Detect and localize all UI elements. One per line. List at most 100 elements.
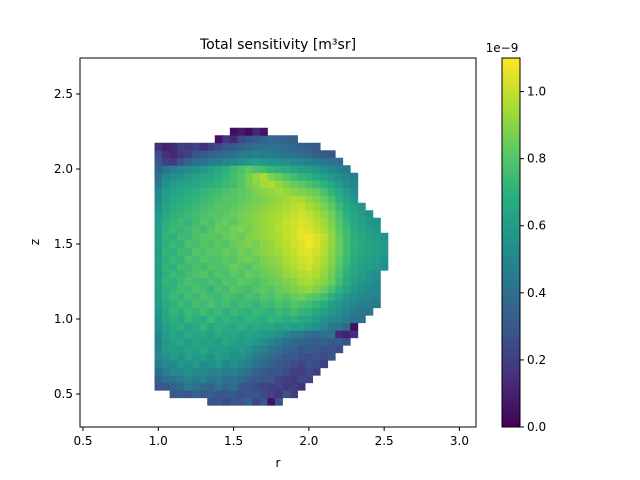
heatmap-cell (297, 232, 306, 241)
heatmap-cell (252, 157, 261, 166)
heatmap-cell (177, 180, 186, 189)
heatmap-cell (229, 255, 238, 264)
heatmap-cell (154, 330, 163, 339)
heatmap-cell (252, 127, 261, 136)
heatmap-cell (342, 210, 351, 219)
heatmap-cell (207, 292, 216, 301)
heatmap-cell (320, 150, 329, 159)
heatmap-cell (267, 330, 276, 339)
heatmap-cell (229, 397, 238, 406)
heatmap-cell (290, 337, 298, 346)
heatmap-cell (350, 270, 359, 279)
heatmap-cell (237, 187, 246, 196)
heatmap-cell (297, 142, 306, 151)
heatmap-cell (169, 345, 178, 354)
heatmap-cell (335, 315, 344, 324)
heatmap-cell (282, 300, 291, 309)
heatmap-cell (222, 217, 231, 226)
heatmap-cell (305, 180, 314, 189)
heatmap-cell (252, 397, 261, 406)
heatmap-cell (184, 300, 193, 309)
heatmap-cell (199, 307, 208, 316)
heatmap-cell (207, 165, 216, 174)
heatmap-cell (154, 270, 163, 279)
heatmap-cell (274, 270, 283, 279)
heatmap-cell (297, 345, 306, 354)
heatmap-cell (274, 367, 283, 376)
heatmap-cell (192, 390, 201, 399)
heatmap-cell (207, 157, 216, 166)
heatmap-cell (357, 300, 366, 309)
heatmap-cell (229, 232, 238, 241)
heatmap-cell (229, 285, 238, 294)
heatmap-cell (290, 172, 298, 181)
heatmap-cell (290, 180, 298, 189)
heatmap-cell (320, 262, 329, 271)
colorbar-tick-label: 1.0 (527, 85, 546, 99)
heatmap-cell (154, 195, 163, 204)
heatmap-cell (162, 322, 170, 331)
heatmap-cell (312, 367, 321, 376)
heatmap-cell (259, 330, 268, 339)
x-tick-label: 2.5 (375, 434, 394, 448)
heatmap-cell (327, 345, 336, 354)
heatmap-cell (342, 195, 351, 204)
heatmap-cell (312, 307, 321, 316)
heatmap-cell (365, 262, 374, 271)
heatmap-cell (162, 165, 170, 174)
heatmap-cell (177, 202, 186, 211)
heatmap-cell (350, 195, 359, 204)
heatmap-cell (207, 172, 216, 181)
heatmap-cell (259, 157, 268, 166)
heatmap-cell (222, 157, 231, 166)
heatmap-cell (199, 300, 208, 309)
heatmap-cell (320, 360, 329, 369)
heatmap-cell (320, 285, 329, 294)
heatmap-cell (274, 382, 283, 391)
heatmap-cell (274, 345, 283, 354)
heatmap-cell (252, 180, 261, 189)
heatmap-cell (169, 157, 178, 166)
heatmap-cell (192, 202, 201, 211)
heatmap-cell (162, 330, 170, 339)
heatmap-cell (162, 255, 170, 264)
heatmap-cell (372, 247, 381, 256)
heatmap-cell (184, 262, 193, 271)
heatmap-cell (192, 352, 201, 361)
heatmap-cell (342, 337, 351, 346)
heatmap-cell (229, 172, 238, 181)
heatmap-cell (274, 210, 283, 219)
heatmap-cell (154, 247, 163, 256)
heatmap-cell (274, 217, 283, 226)
heatmap-cell (327, 300, 336, 309)
heatmap-cell (169, 292, 178, 301)
heatmap-cell (320, 232, 329, 241)
colorbar-exponent-label: 1e−9 (486, 41, 519, 55)
x-axis-ticks: 0.5 1.0 1.5 2.0 2.5 3.0 (73, 427, 469, 448)
heatmap-cell (320, 352, 329, 361)
heatmap-cell (207, 270, 216, 279)
heatmap-cell (259, 300, 268, 309)
heatmap-cell (335, 157, 344, 166)
heatmap-cell (282, 285, 291, 294)
heatmap-cell (290, 210, 298, 219)
heatmap-cell (297, 262, 306, 271)
heatmap-cell (184, 165, 193, 174)
heatmap-cell (237, 300, 246, 309)
heatmap-cell (207, 345, 216, 354)
heatmap-cell (267, 142, 276, 151)
heatmap-cell (327, 262, 336, 271)
heatmap-cell (177, 352, 186, 361)
heatmap-cell (290, 375, 298, 384)
heatmap-cell (290, 247, 298, 256)
heatmap-cell (350, 315, 359, 324)
heatmap-cell (274, 307, 283, 316)
heatmap-cell (267, 202, 276, 211)
heatmap-cell (244, 322, 253, 331)
heatmap-cell (259, 150, 268, 159)
heatmap-cell (244, 360, 253, 369)
heatmap-cell (335, 202, 344, 211)
heatmap-cell (199, 285, 208, 294)
heatmap-cell (229, 210, 238, 219)
heatmap-cell (297, 150, 306, 159)
